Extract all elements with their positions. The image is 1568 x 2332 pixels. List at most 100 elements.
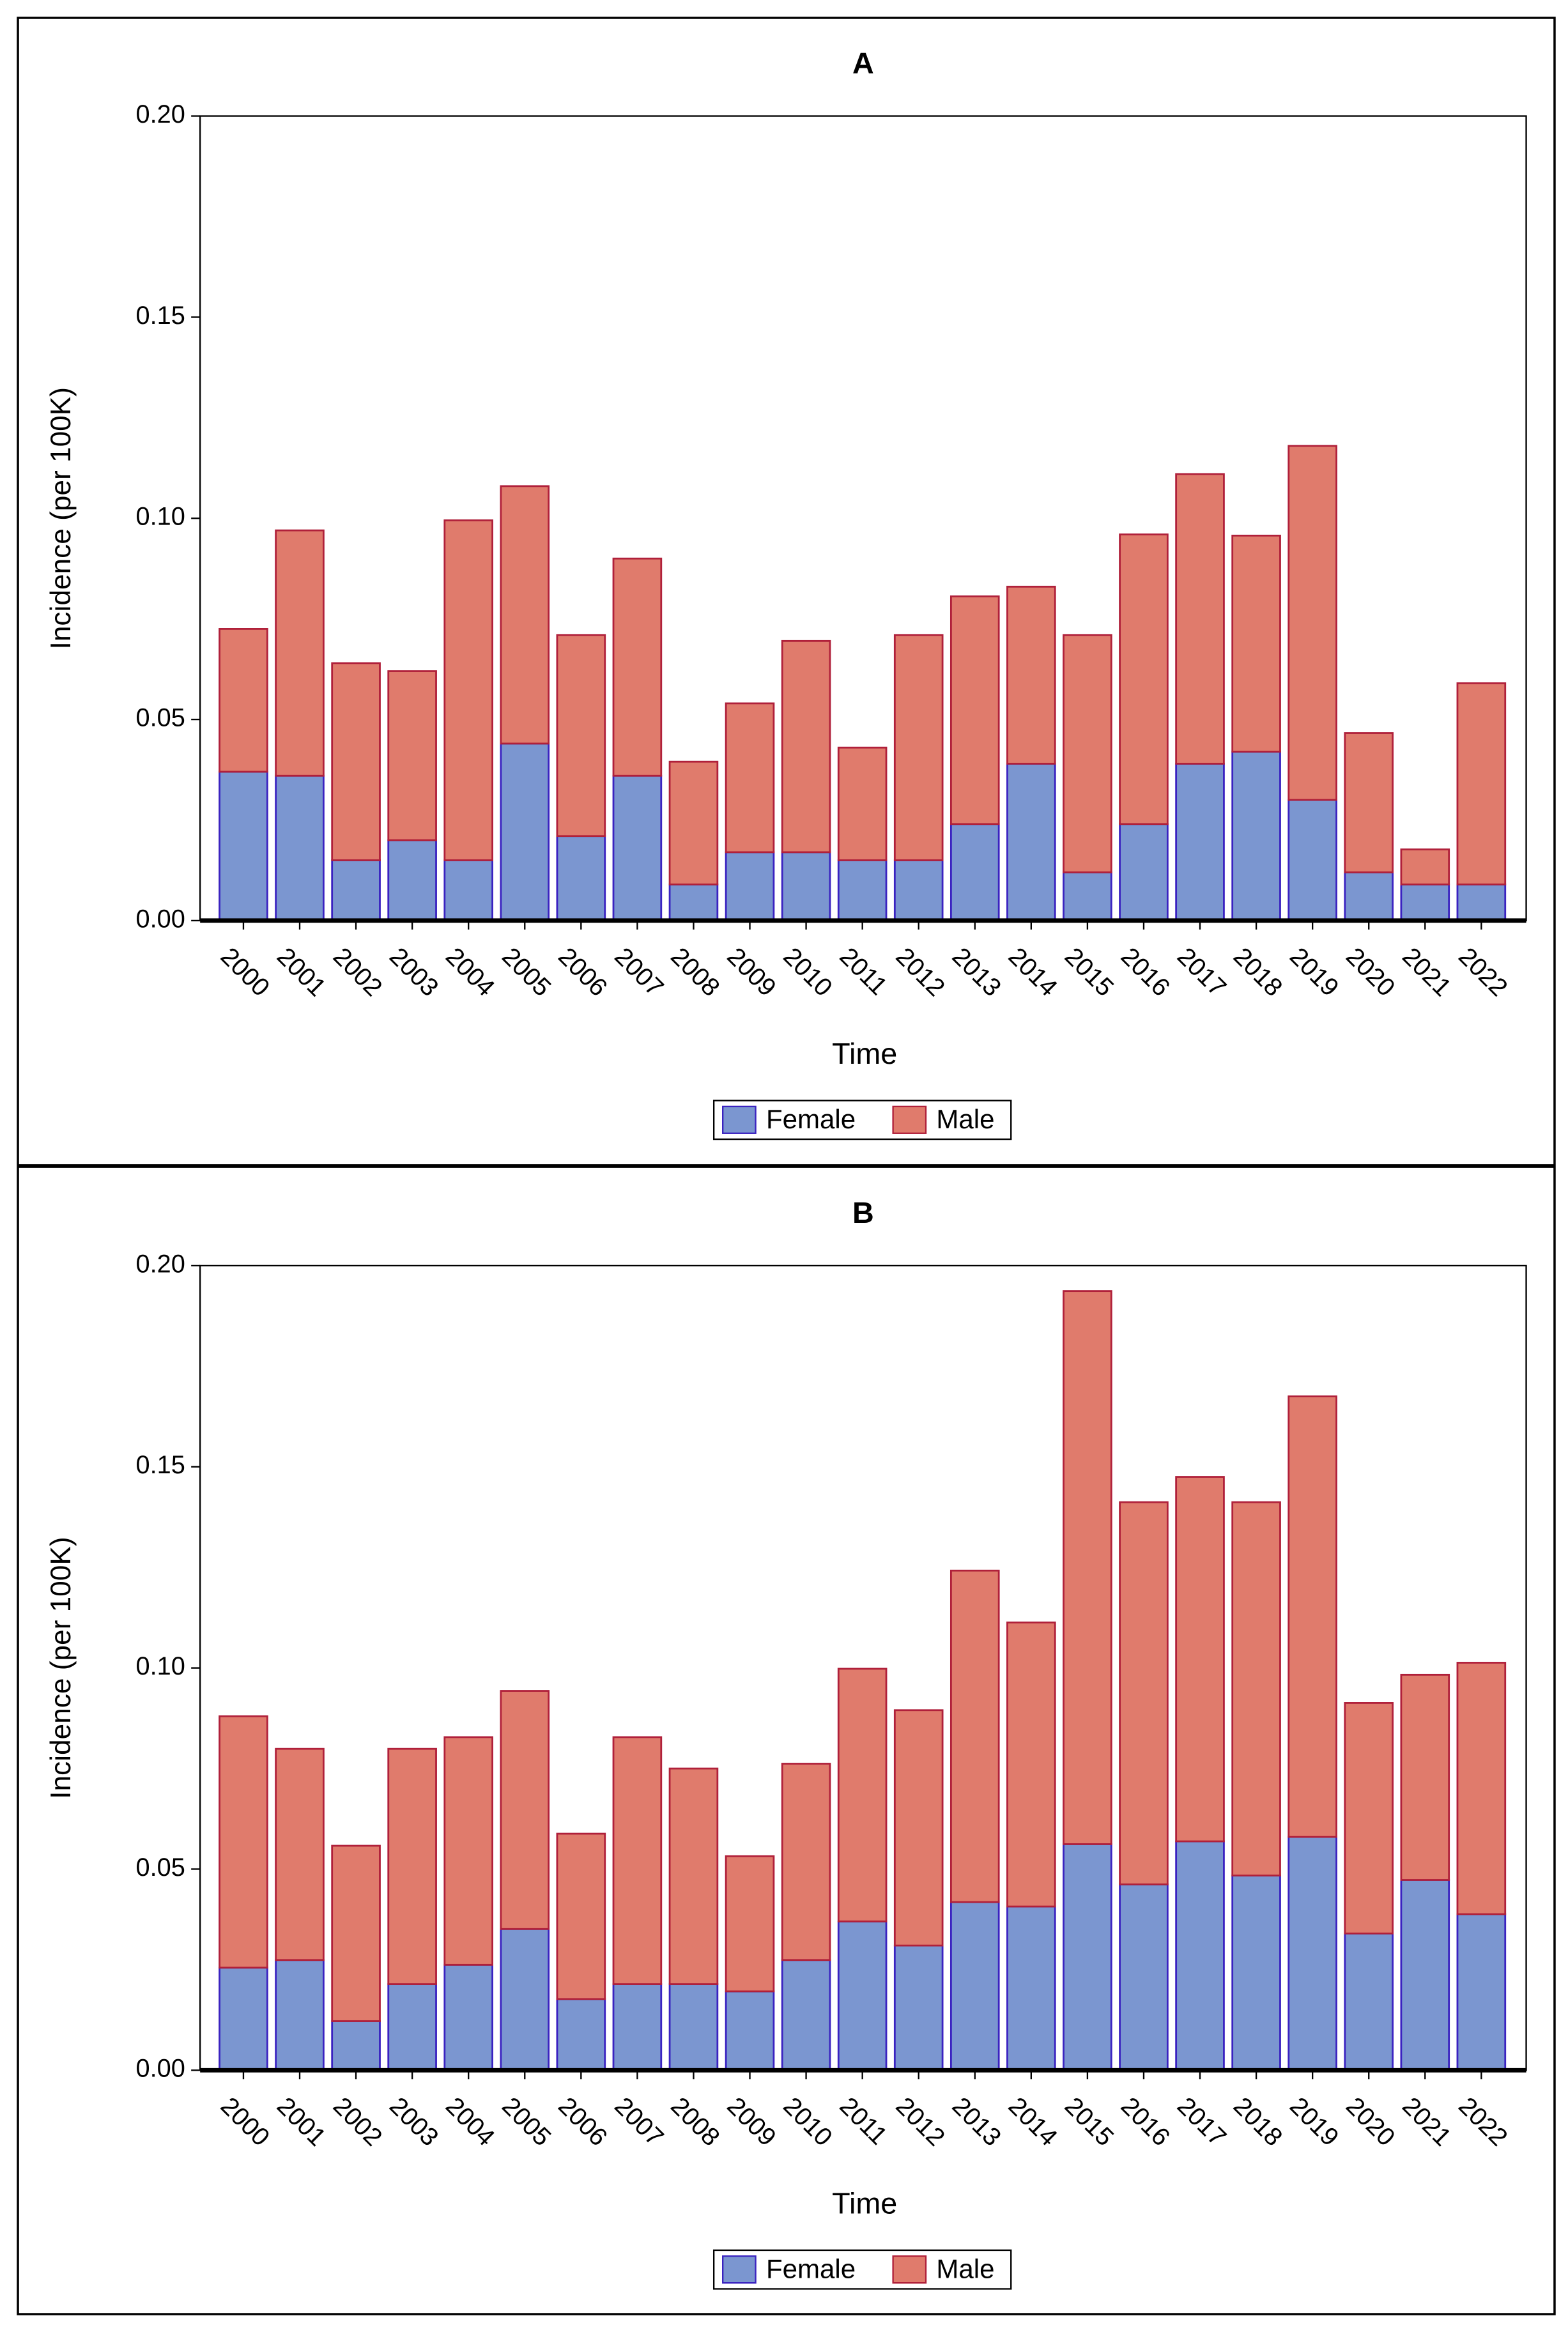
x-tick-label: 2005	[496, 942, 557, 1002]
bar-segment	[443, 519, 494, 861]
legend-swatch	[722, 1105, 757, 1134]
bar-segment	[219, 1967, 268, 2071]
bar-segment	[331, 2020, 381, 2071]
bar-segment	[837, 746, 888, 861]
bar-segment	[1231, 534, 1281, 753]
bar-segment	[331, 859, 381, 922]
bar-segment	[1400, 1673, 1450, 1881]
x-tick-label: 2008	[665, 942, 725, 1002]
bar-segment	[893, 1944, 944, 2071]
bar-segment	[500, 742, 550, 922]
bar-segment	[725, 1990, 775, 2071]
bar-segment	[612, 1736, 663, 1985]
bar-segment	[1344, 1702, 1394, 1935]
x-tick-label: 2016	[1116, 942, 1176, 1002]
x-tick-label: 2019	[1284, 942, 1344, 1002]
bar-segment	[1006, 1622, 1056, 1908]
bar-segment	[556, 1998, 606, 2071]
legend-box	[712, 1100, 1012, 1140]
bar-segment	[1456, 682, 1507, 886]
bar-segment	[1006, 1905, 1056, 2071]
bar-segment	[668, 883, 719, 922]
bar-segment	[893, 634, 944, 861]
bar-segment	[837, 859, 888, 922]
bar-segment	[1400, 1879, 1450, 2071]
bar-segment	[387, 1983, 437, 2071]
bar-segment	[219, 1715, 268, 1969]
x-tick-label: 2006	[553, 942, 613, 1002]
bar-segment	[725, 702, 775, 854]
bar-segment	[1400, 883, 1450, 922]
bar-segment	[837, 1920, 888, 2071]
bar-segment	[275, 774, 325, 922]
x-tick-label: 2013	[947, 942, 1007, 1002]
x-tick-label: 2021	[1397, 2092, 1457, 2151]
x-tick-label: 2003	[384, 2092, 444, 2151]
x-tick-label: 2000	[215, 942, 275, 1002]
x-tick-label: 2010	[778, 942, 838, 1002]
bar-segment	[387, 1747, 437, 1985]
bar-segment	[275, 1747, 325, 1961]
x-tick-label: 2016	[1116, 2092, 1176, 2151]
bar-segment	[1063, 871, 1112, 922]
x-tick-label: 2000	[215, 2092, 275, 2151]
bar-segment	[949, 595, 1000, 825]
bar-segment	[1119, 823, 1169, 922]
y-axis-label: Incidence (per 100K)	[45, 387, 77, 649]
y-tick-label: 0.20	[135, 1250, 185, 1278]
bar-segment	[781, 1763, 831, 1961]
x-tick-label: 2011	[834, 2092, 893, 2150]
legend-swatch	[892, 2255, 927, 2284]
bar-segment	[556, 634, 606, 838]
bar-segment	[500, 1690, 550, 1930]
bar-segment	[1063, 1843, 1112, 2071]
bar-segment	[725, 1855, 775, 1993]
x-tick-label: 2019	[1284, 2092, 1344, 2151]
x-tick-label: 2015	[1059, 942, 1119, 1002]
x-tick-label: 2017	[1172, 942, 1232, 1002]
bar-segment	[443, 859, 494, 922]
bar-segment	[949, 823, 1000, 922]
x-tick-label: 2001	[272, 2092, 332, 2151]
x-tick-label: 2012	[891, 2092, 951, 2151]
bar-segment	[668, 1983, 719, 2071]
chart-title: A	[852, 47, 874, 80]
bar-segment	[1344, 871, 1394, 922]
chart-title: B	[852, 1196, 874, 1229]
bar-segment	[1175, 1840, 1225, 2071]
y-axis-label: Incidence (per 100K)	[45, 1537, 77, 1799]
x-tick-label: 2007	[609, 2092, 669, 2151]
x-tick-label: 2018	[1228, 942, 1288, 1002]
x-axis-label: Time	[832, 2187, 897, 2220]
legend-label: Male	[936, 1104, 994, 1134]
x-tick-label: 2018	[1228, 2092, 1288, 2151]
y-tick-label: 0.20	[135, 100, 185, 128]
bar-segment	[331, 662, 381, 861]
x-tick-label: 2010	[778, 2092, 838, 2151]
legend-swatch	[722, 2255, 757, 2284]
bar-segment	[668, 760, 719, 886]
y-tick-label: 0.15	[135, 302, 185, 330]
bar-segment	[331, 1845, 381, 2022]
bar-segment	[1456, 883, 1507, 922]
x-tick-label: 2005	[496, 2092, 557, 2151]
bar-segment	[781, 1959, 831, 2071]
bar-segment	[1175, 473, 1225, 765]
bar-segment	[1063, 634, 1112, 873]
bar-segment	[500, 1928, 550, 2071]
x-tick-label: 2017	[1172, 2092, 1232, 2151]
bar-segment	[1119, 1501, 1169, 1885]
bar-segment	[1456, 1662, 1507, 1915]
legend-label: Male	[936, 2254, 994, 2284]
bar-segment	[1231, 751, 1281, 922]
y-tick-label: 0.00	[135, 2055, 185, 2083]
bar-segment	[1287, 1395, 1337, 1838]
bar-segment	[893, 859, 944, 922]
legend-label: Female	[766, 2254, 856, 2284]
x-tick-label: 2004	[440, 942, 500, 1002]
x-tick-label: 2001	[272, 942, 332, 1002]
bar-segment	[949, 1901, 1000, 2071]
bar-segment	[1006, 762, 1056, 922]
